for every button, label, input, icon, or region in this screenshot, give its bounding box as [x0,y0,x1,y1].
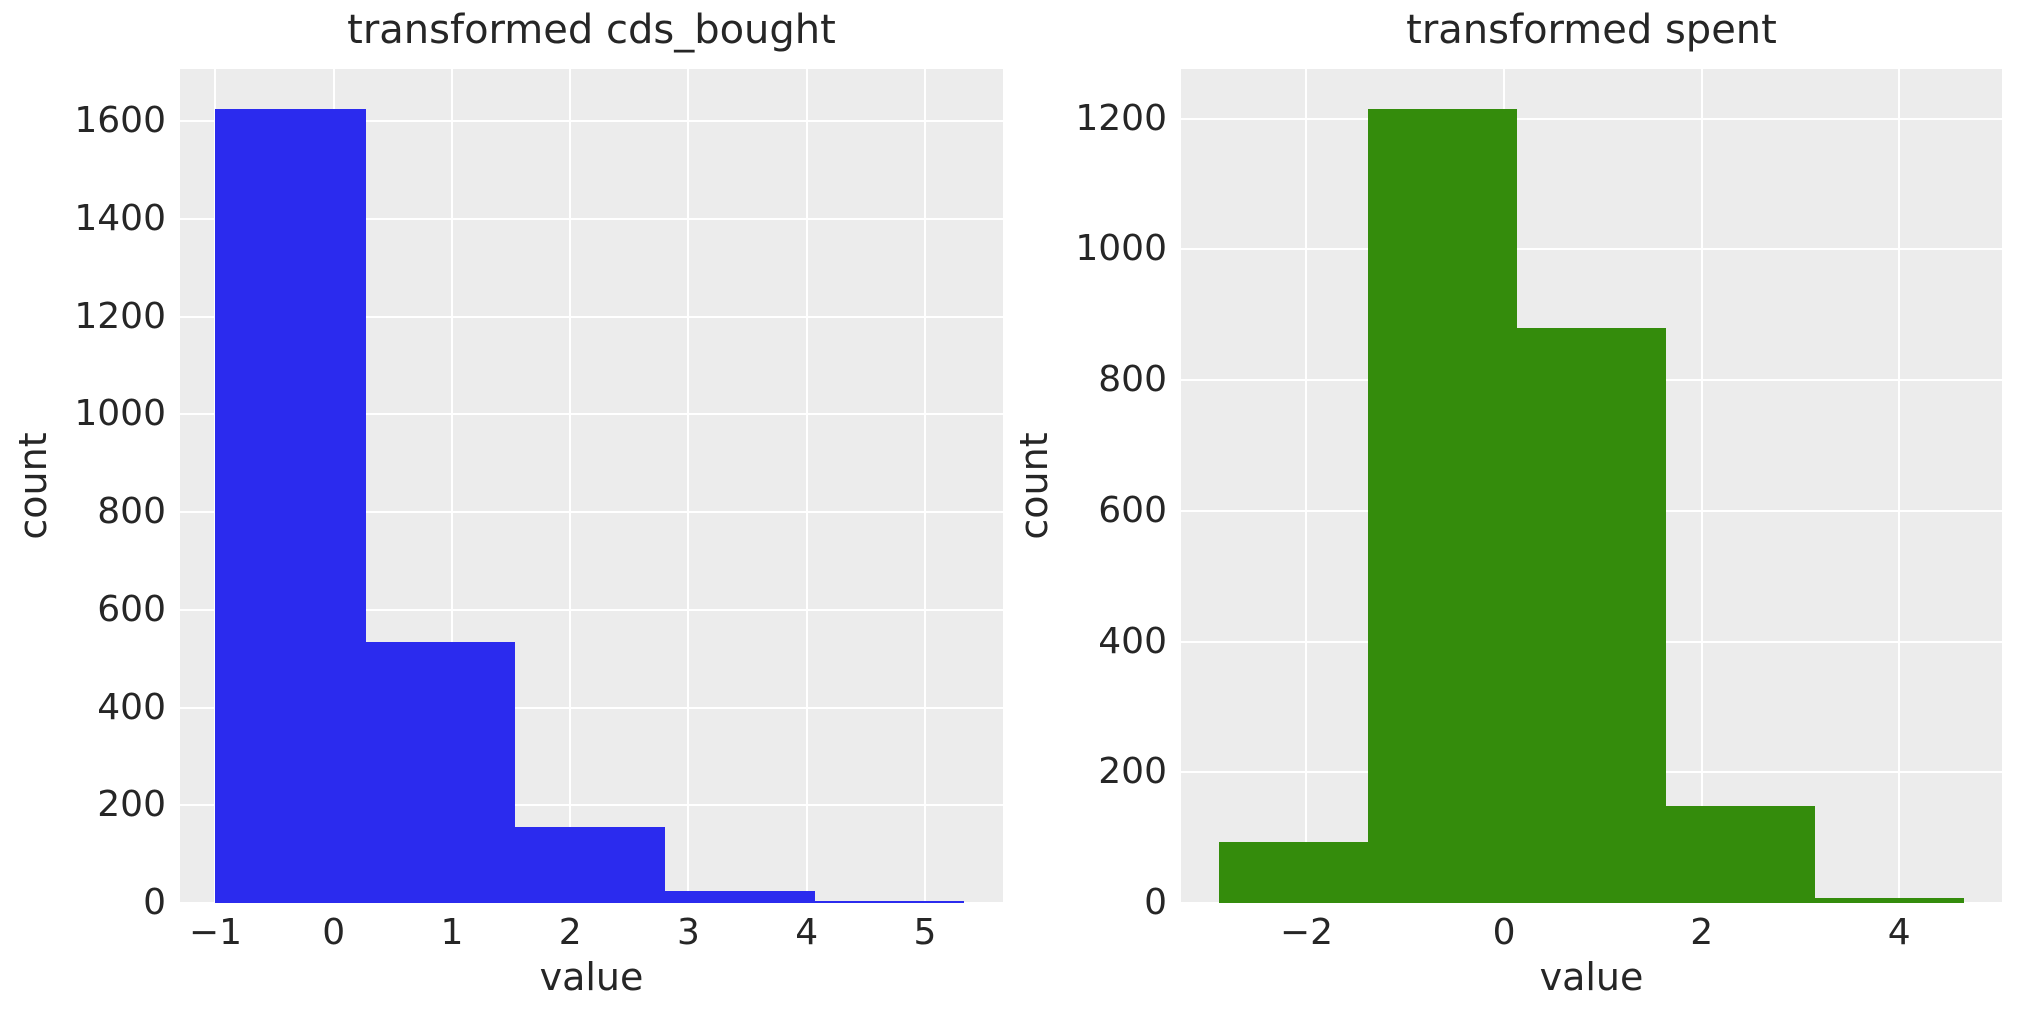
y-gridline [1181,640,2002,643]
y-tick-label: 1000 [74,393,166,435]
y-gridline [180,804,1003,807]
x-gridline [805,69,808,903]
plot-area [1181,69,2002,903]
x-gridline [214,69,217,903]
y-gridline [180,217,1003,220]
x-tick-label: 3 [677,912,700,953]
x-tick-label: 2 [1690,912,1714,953]
chart-title: transformed spent [1406,7,1777,53]
x-gridline [332,69,335,903]
x-gridline [569,69,572,903]
y-tick-label: 0 [143,882,166,923]
x-tick-label: 4 [1887,912,1911,953]
y-tick-label: 0 [1144,882,1167,923]
y-gridline [180,120,1003,123]
y-gridline [1181,509,2002,512]
histogram-bar [514,827,665,903]
histogram-bar [1367,108,1517,903]
histogram-bar [1666,806,1816,903]
x-axis-label: value [539,955,644,999]
y-axis-label: count [11,432,55,540]
y-tick-label: 800 [1098,359,1167,401]
y-gridline [1181,902,2002,903]
x-tick-label: 1 [440,912,464,953]
x-tick-label: 4 [795,912,819,953]
x-gridline [687,69,690,903]
x-gridline [1898,69,1901,903]
y-axis-label: count [1012,432,1056,540]
x-tick-label: −1 [188,912,242,953]
histogram-bar [365,641,515,903]
y-gridline [180,608,1003,611]
x-axis-label: value [1539,955,1644,999]
chart-title: transformed cds_bought [347,7,836,53]
y-tick-label: 400 [1098,620,1167,662]
x-gridline [923,69,926,903]
y-gridline [180,315,1003,318]
y-gridline [1181,117,2002,120]
y-tick-label: 200 [1098,751,1167,793]
y-gridline [180,511,1003,514]
y-gridline [1181,771,2002,774]
x-tick-label: 0 [1492,912,1516,953]
y-tick-label: 600 [97,588,166,630]
x-tick-label: −2 [1279,912,1333,953]
y-gridline [180,706,1003,709]
y-tick-label: 1600 [74,100,166,142]
y-tick-label: 1200 [74,295,166,337]
x-tick-label: 0 [322,912,346,953]
y-tick-label: 200 [97,784,166,826]
x-gridline [1700,69,1703,903]
x-gridline [1503,69,1506,903]
x-gridline [1305,69,1308,903]
y-gridline [1181,248,2002,251]
y-tick-label: 800 [97,491,166,533]
y-gridline [180,413,1003,416]
histogram-bar [215,109,366,903]
histogram-bar [664,890,815,903]
y-tick-label: 400 [97,686,166,728]
histogram-bar [1516,327,1667,903]
histogram-bar [814,901,964,903]
x-tick-label: 5 [913,912,937,953]
histogram-bar [1218,842,1368,903]
y-tick-label: 1000 [1075,228,1167,270]
y-tick-label: 600 [1098,489,1167,531]
y-tick-label: 1400 [74,197,166,239]
y-gridline [1181,379,2002,382]
y-gridline [180,902,1003,903]
x-gridline [450,69,453,903]
plot-area [180,69,1003,903]
x-tick-label: 2 [558,912,582,953]
y-tick-label: 1200 [1075,97,1167,139]
histogram-bar [1815,897,1965,903]
